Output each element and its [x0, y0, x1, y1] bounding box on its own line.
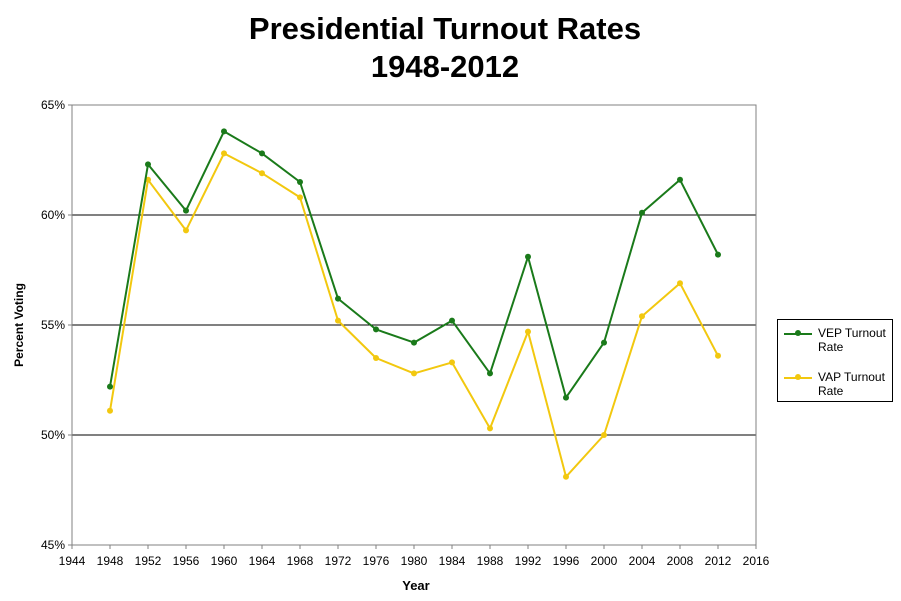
data-point-vap: [107, 407, 113, 414]
y-tick-label: 50%: [41, 428, 65, 442]
data-point-vep: [107, 383, 113, 390]
data-point-vap: [221, 150, 227, 157]
data-point-vep: [183, 207, 189, 214]
chart-subtitle: 1948-2012: [370, 49, 520, 84]
data-point-vap: [525, 328, 531, 335]
data-point-vep: [487, 370, 493, 377]
x-axis-label: Year: [402, 578, 429, 593]
data-point-vap: [449, 359, 455, 366]
x-tick-label: 1992: [515, 554, 542, 568]
series-vap: [107, 150, 721, 480]
axes: 45% 50% 55% 60% 65% 1944 1948 1952 1956 1960 1964 1…: [41, 98, 770, 568]
x-tick-label: 1956: [173, 554, 200, 568]
data-point-vap: [715, 352, 721, 359]
data-point-vep: [373, 326, 379, 333]
series-vep: [107, 128, 721, 401]
x-tick-label: 1972: [325, 554, 352, 568]
data-point-vep: [411, 339, 417, 346]
x-tick-label: 1964: [249, 554, 276, 568]
data-point-vap: [411, 370, 417, 377]
x-tick-label: 1996: [553, 554, 580, 568]
data-point-vap: [335, 317, 341, 324]
x-tick-label: 1984: [439, 554, 466, 568]
y-tick-label: 45%: [41, 538, 65, 552]
data-point-vap: [183, 227, 189, 234]
legend-label-vep: VEP Turnout Rate: [818, 326, 886, 354]
y-tick-label: 55%: [41, 318, 65, 332]
data-point-vap: [639, 313, 645, 320]
x-tick-label: 1980: [401, 554, 428, 568]
gridlines: [72, 214, 756, 436]
data-point-vap: [297, 194, 303, 201]
data-point-vep: [639, 209, 645, 216]
series-line-vep: [109, 130, 719, 399]
x-tick-label: 1948: [97, 554, 124, 568]
data-point-vep: [145, 161, 151, 168]
x-tick-label: 1952: [135, 554, 162, 568]
x-tick-label: 2016: [743, 554, 770, 568]
legend-label-vap: VAP Turnout Rate: [818, 370, 885, 398]
legend: VEP Turnout Rate VAP Turnout Rate: [777, 319, 893, 402]
legend-marker-vap: [795, 374, 801, 380]
data-point-vep: [677, 176, 683, 183]
data-point-vep: [449, 317, 455, 324]
data-point-vep: [715, 251, 721, 258]
x-tick-label: 2004: [629, 554, 656, 568]
data-point-vep: [563, 394, 569, 401]
x-tick-label: 1968: [287, 554, 314, 568]
y-axis-label: Percent Voting: [12, 283, 26, 367]
series-layer: [107, 128, 721, 480]
x-tick-label: 2008: [667, 554, 694, 568]
data-point-vep: [221, 128, 227, 135]
legend-item-vep: VEP Turnout Rate: [784, 326, 892, 356]
legend-item-vap: VAP Turnout Rate: [784, 370, 892, 400]
data-point-vap: [373, 355, 379, 361]
x-tick-label: 2012: [705, 554, 732, 568]
x-tick-label: 1976: [363, 554, 390, 568]
data-point-vep: [525, 253, 531, 260]
x-tick-label: 1988: [477, 554, 504, 568]
data-point-vep: [297, 179, 303, 185]
data-point-vap: [601, 432, 607, 438]
data-point-vap: [563, 473, 569, 480]
legend-marker-vep: [795, 330, 801, 336]
data-point-vap: [487, 425, 493, 432]
data-point-vap: [677, 280, 683, 287]
series-line-vap: [109, 152, 719, 478]
chart-title: Presidential Turnout Rates 1948-2012: [0, 10, 890, 86]
data-point-vep: [259, 150, 265, 157]
x-tick-label: 1960: [211, 554, 238, 568]
data-point-vep: [335, 295, 341, 302]
y-tick-label: 60%: [41, 208, 65, 222]
x-tick-label: 1944: [59, 554, 86, 568]
data-point-vep: [601, 339, 607, 346]
data-point-vap: [259, 170, 265, 177]
y-tick-label: 65%: [41, 98, 65, 112]
chart-title-line1: Presidential Turnout Rates: [248, 11, 642, 46]
x-tick-label: 2000: [591, 554, 618, 568]
